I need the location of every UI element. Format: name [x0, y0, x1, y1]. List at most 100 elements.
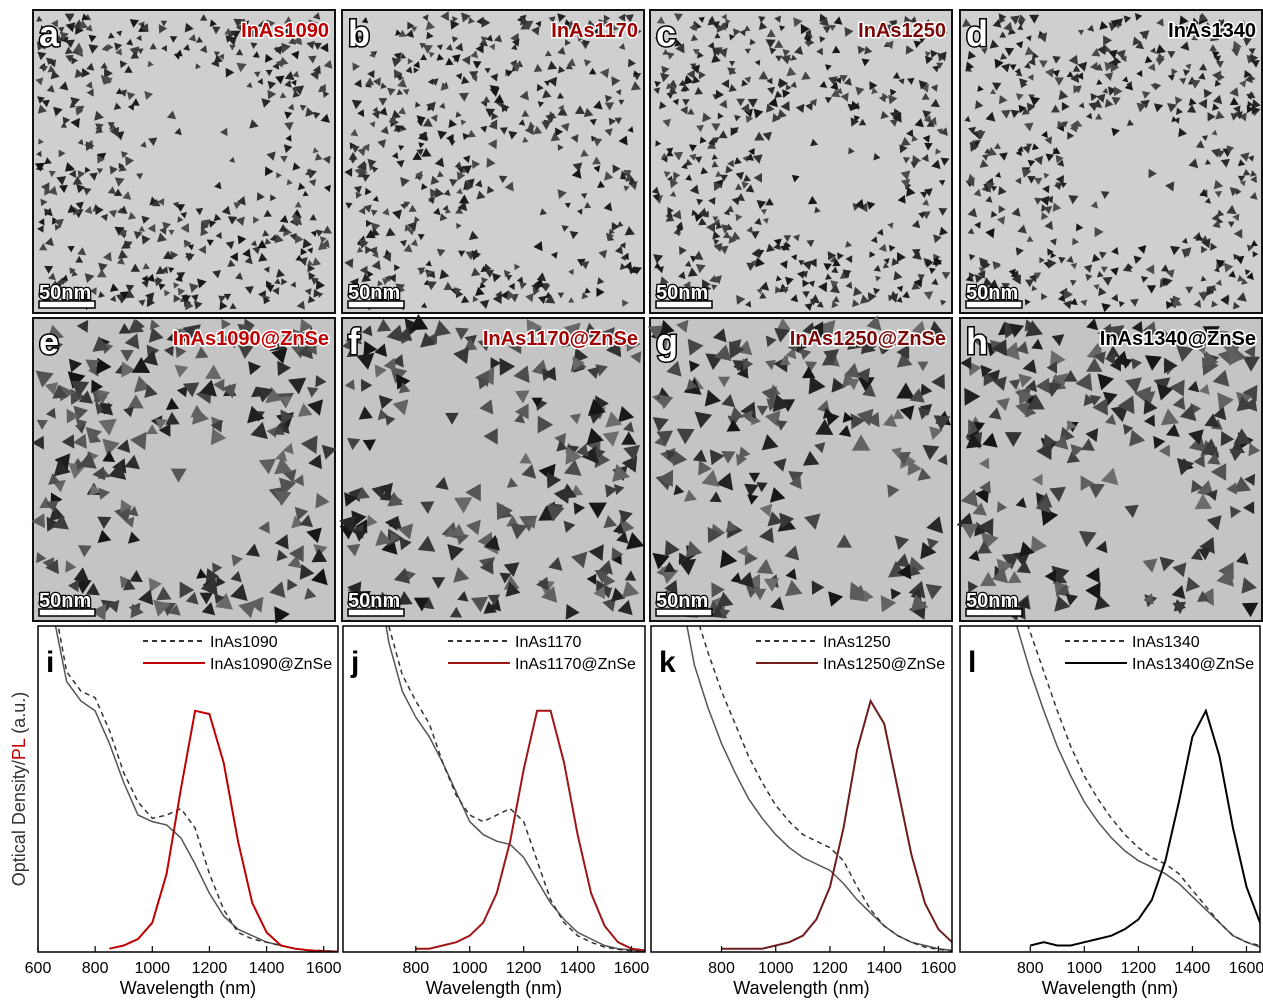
nanocrystal — [1085, 428, 1099, 443]
nanocrystal — [753, 173, 762, 183]
nanocrystal — [367, 158, 377, 168]
nanocrystal — [804, 361, 818, 373]
nanocrystal — [1162, 277, 1170, 287]
x-tick-label: 1200 — [506, 960, 542, 977]
nanocrystal — [179, 581, 195, 599]
nanocrystal — [399, 239, 407, 247]
nanocrystal — [967, 227, 975, 235]
nanocrystal — [288, 37, 297, 45]
nanocrystal — [791, 174, 800, 183]
nanocrystal — [131, 98, 140, 106]
nanocrystal — [588, 67, 597, 75]
nanocrystal — [594, 448, 606, 460]
nanocrystal — [533, 63, 543, 72]
nanocrystal — [960, 489, 979, 508]
nanocrystal — [69, 102, 76, 108]
nanocrystal — [181, 295, 191, 304]
nanocrystal — [1085, 582, 1101, 600]
x-tick-label: 1200 — [1121, 960, 1157, 977]
nanocrystal — [931, 159, 941, 170]
nanocrystal — [664, 540, 680, 557]
nanocrystal — [739, 29, 746, 37]
x-tick-label: 1400 — [1175, 960, 1211, 977]
nanocrystal — [1024, 62, 1031, 69]
nanocrystal — [853, 286, 863, 297]
nanocrystal — [830, 88, 841, 98]
nanocrystal — [195, 208, 204, 216]
nanocrystal — [618, 43, 626, 50]
nanocrystal — [982, 432, 998, 448]
nanocrystal — [108, 462, 127, 480]
nanocrystal — [488, 120, 498, 130]
nanocrystal — [533, 125, 543, 135]
nanocrystal — [154, 418, 168, 430]
nanocrystal — [922, 135, 931, 143]
nanocrystal — [1167, 74, 1175, 81]
nanocrystal — [544, 50, 552, 57]
nanocrystal — [746, 226, 753, 234]
nanocrystal — [1015, 93, 1024, 101]
nanocrystal — [480, 36, 488, 43]
nanocrystal — [72, 206, 81, 216]
nanocrystal — [1030, 96, 1041, 107]
nanocrystal — [252, 246, 261, 255]
nanocrystal — [1238, 112, 1247, 122]
nanocrystal — [1244, 70, 1252, 79]
nanocrystal — [502, 105, 508, 112]
nanocrystal — [1197, 590, 1210, 602]
nanocrystal — [448, 119, 457, 128]
nanocrystal — [804, 40, 811, 47]
nanocrystal — [980, 364, 993, 378]
nanocrystal — [580, 261, 590, 270]
nanocrystal — [122, 191, 132, 200]
nanocrystal — [484, 68, 491, 74]
nanocrystal — [1092, 99, 1103, 108]
nanocrystal — [968, 550, 980, 562]
nanocrystal — [490, 357, 501, 370]
nanocrystal — [756, 288, 763, 295]
nanocrystal — [1017, 20, 1025, 27]
nanocrystal — [1233, 228, 1243, 239]
nanocrystal — [90, 603, 107, 621]
nanocrystal — [673, 593, 687, 609]
nanocrystal — [1029, 14, 1040, 24]
nanocrystal — [1142, 558, 1158, 573]
nanocrystal — [410, 239, 418, 247]
nanocrystal — [626, 532, 645, 550]
nanocrystal — [47, 324, 64, 341]
nanocrystal — [308, 179, 317, 187]
nanocrystal — [1015, 341, 1029, 355]
nanocrystal — [1031, 143, 1040, 151]
nanocrystal — [126, 38, 134, 46]
nanocrystal — [700, 167, 709, 175]
nanocrystal — [201, 602, 216, 616]
nanocrystal — [445, 43, 453, 51]
nanocrystal — [1210, 463, 1227, 481]
nanocrystal — [850, 100, 861, 111]
nanocrystal — [78, 390, 94, 404]
nanocrystal — [1241, 278, 1248, 285]
nanocrystal — [1213, 266, 1220, 273]
nanocrystal — [759, 292, 767, 299]
nanocrystal — [731, 196, 740, 206]
nanocrystal — [978, 289, 988, 298]
nanocrystal — [316, 229, 324, 237]
nanocrystal — [344, 258, 354, 269]
nanocrystal — [850, 413, 866, 430]
nanocrystal — [673, 484, 685, 496]
nanocrystal — [709, 449, 725, 466]
nanocrystal — [923, 188, 933, 197]
nanocrystal — [669, 79, 677, 87]
nanocrystal — [1118, 300, 1125, 308]
nanocrystal — [568, 297, 575, 303]
nanocrystal — [310, 277, 319, 285]
nanocrystal — [119, 575, 133, 589]
nanocrystal — [158, 283, 166, 291]
nanocrystal — [274, 278, 281, 285]
nanocrystal — [307, 247, 313, 254]
nanocrystal — [603, 515, 618, 529]
legend-label: InAs1170 — [515, 634, 582, 651]
nanocrystal — [1031, 338, 1043, 350]
nanocrystal — [1227, 221, 1235, 228]
nanocrystal — [824, 97, 832, 104]
